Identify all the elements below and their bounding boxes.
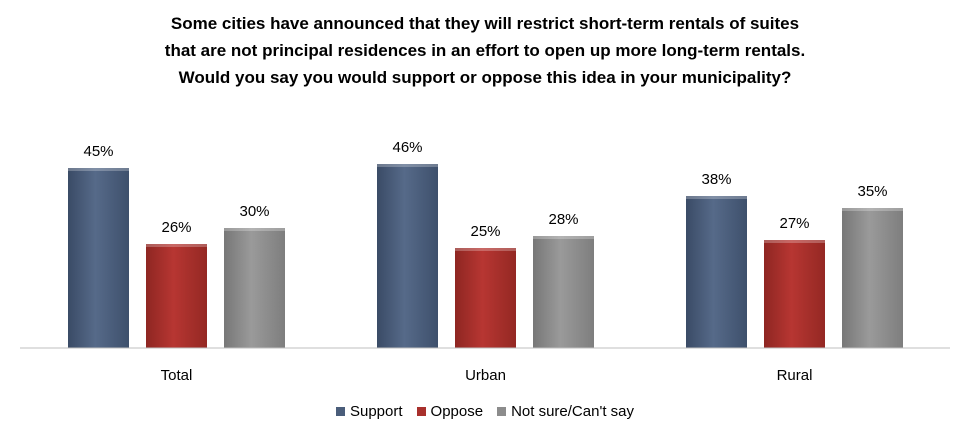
legend-item-support: Support: [335, 403, 403, 420]
bar-total-oppose: [146, 244, 207, 348]
data-label-total-not-sure: 30%: [239, 203, 269, 220]
data-label-urban-oppose: 25%: [470, 223, 500, 240]
bar-total-not-sure: [224, 228, 285, 348]
bar-top-highlight: [377, 164, 438, 167]
legend-label-oppose: Oppose: [430, 403, 484, 420]
legend-swatch-support: [335, 407, 345, 416]
chart-title-line-3: Would you say you would support or oppos…: [178, 68, 792, 87]
data-label-total-oppose: 26%: [161, 219, 191, 236]
bar-urban-not-sure: [533, 236, 594, 348]
legend: Support Oppose Not sure/Can't say: [0, 403, 970, 420]
bar-urban-support: [377, 164, 438, 348]
bar-top-highlight: [686, 196, 747, 199]
data-label-urban-not-sure: 28%: [548, 211, 578, 228]
chart-title: Some cities have announced that they wil…: [0, 10, 970, 91]
bar-top-highlight: [224, 228, 285, 231]
bar-top-highlight: [455, 248, 516, 251]
data-label-rural-oppose: 27%: [779, 215, 809, 232]
legend-label-support: Support: [349, 403, 403, 420]
legend-swatch-oppose: [416, 407, 426, 416]
bar-rural-oppose: [764, 240, 825, 348]
bar-top-highlight: [68, 168, 129, 171]
bar-top-highlight: [764, 240, 825, 243]
bar-total-support: [68, 168, 129, 348]
data-label-total-support: 45%: [83, 143, 113, 160]
category-label-rural: Rural: [777, 367, 813, 384]
bar-urban-oppose: [455, 248, 516, 348]
chart-title-line-1: Some cities have announced that they wil…: [170, 14, 800, 33]
bar-rural-support: [686, 196, 747, 348]
legend-item-not-sure: Not sure/Can't say: [497, 403, 634, 420]
chart-title-line-2: that are not principal residences in an …: [164, 41, 806, 60]
data-label-rural-not-sure: 35%: [857, 183, 887, 200]
legend-item-oppose: Oppose: [416, 403, 484, 420]
category-label-urban: Urban: [465, 367, 506, 384]
bar-top-highlight: [533, 236, 594, 239]
bar-rural-not-sure: [842, 208, 903, 348]
bar-top-highlight: [842, 208, 903, 211]
bar-top-highlight: [146, 244, 207, 247]
category-label-total: Total: [161, 367, 193, 384]
data-label-urban-support: 46%: [392, 139, 422, 156]
data-label-rural-support: 38%: [701, 171, 731, 188]
legend-label-not-sure: Not sure/Can't say: [511, 403, 634, 420]
legend-swatch-not-sure: [497, 407, 507, 416]
